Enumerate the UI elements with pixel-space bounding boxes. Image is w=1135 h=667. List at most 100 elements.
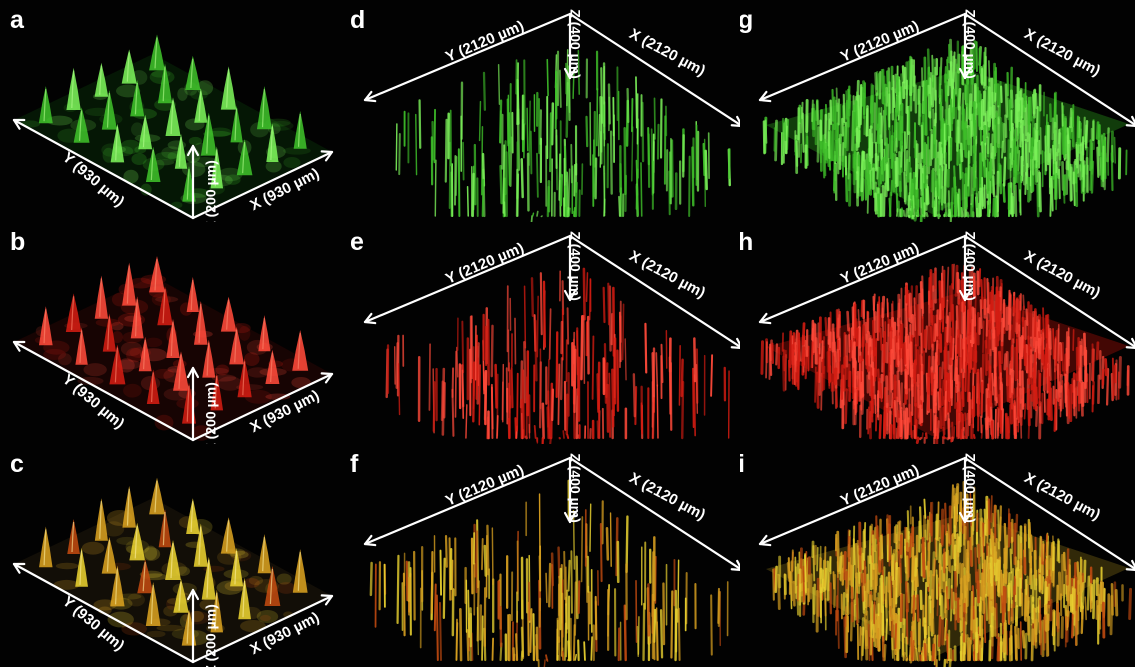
- fluorescent-column: [996, 83, 1000, 108]
- fluorescent-column: [944, 502, 948, 536]
- fluorescent-column: [483, 371, 487, 421]
- fluorescent-column: [583, 641, 586, 661]
- microneedle-cone: [94, 62, 109, 97]
- fluorescent-column: [497, 63, 501, 105]
- fluorescent-column: [905, 581, 909, 613]
- fluorescent-column: [1015, 513, 1019, 533]
- fluorescent-column: [810, 341, 814, 369]
- fluorescent-column: [906, 105, 910, 136]
- fluorescent-column: [1046, 604, 1051, 624]
- fluorescent-column: [952, 337, 955, 360]
- fluorescent-column: [1095, 341, 1100, 361]
- fluorescent-column: [882, 330, 886, 364]
- fluorescent-column: [1056, 540, 1060, 562]
- surface-blotch: [81, 541, 105, 555]
- fluorescent-column: [559, 173, 563, 207]
- fluorescent-column: [941, 379, 945, 406]
- microneedle-cone: [257, 534, 272, 574]
- microneedle-cone: [165, 97, 181, 136]
- fluorescent-column: [1019, 542, 1023, 578]
- fluorescent-column: [998, 116, 1003, 149]
- fluorescent-column: [915, 436, 920, 444]
- fluorescent-column: [937, 615, 942, 648]
- fluorescent-column: [395, 123, 398, 171]
- fluorescent-column: [883, 643, 887, 662]
- cone-highlight: [269, 568, 273, 605]
- panel-c: Y (930 µm) X (930 µm) Z (200 µm) c: [0, 444, 345, 667]
- axes: [758, 12, 1135, 127]
- fluorescent-column: [916, 594, 920, 623]
- fluorescent-column: [967, 165, 971, 197]
- fluorescent-column: [781, 355, 786, 392]
- fluorescent-column: [538, 597, 542, 628]
- y-axis-label: Y (2120 µm): [838, 17, 921, 65]
- fluorescent-column: [895, 342, 900, 366]
- fluorescent-column: [1021, 630, 1026, 649]
- cone-highlight: [178, 581, 182, 611]
- fluorescent-column: [907, 546, 911, 578]
- x-axis: [191, 594, 334, 664]
- fluorescent-column: [369, 561, 373, 597]
- fluorescent-column: [597, 113, 601, 157]
- fluorescent-column: [938, 303, 943, 321]
- microneedle-cone: [94, 275, 109, 319]
- fluorescent-column: [998, 505, 1002, 542]
- fluorescent-column: [895, 567, 900, 598]
- fluorescent-column: [536, 295, 539, 358]
- fluorescent-column: [486, 524, 490, 576]
- fluorescent-column: [957, 193, 960, 217]
- fluorescent-column: [616, 349, 620, 412]
- fluorescent-column: [583, 314, 586, 384]
- fluorescent-column: [1113, 136, 1117, 164]
- fluorescent-column: [921, 646, 924, 661]
- cone-highlight: [214, 592, 218, 631]
- fluorescent-column: [1095, 121, 1100, 140]
- fluorescent-column: [938, 519, 942, 539]
- microneedle-cone: [266, 123, 279, 162]
- fluorescent-column: [987, 106, 992, 128]
- fluorescent-column: [1106, 127, 1110, 163]
- fluorescent-column: [879, 327, 883, 351]
- fluorescent-column: [888, 515, 891, 541]
- microneedle-cone: [202, 339, 216, 378]
- fluorescent-column: [991, 372, 994, 396]
- fluorescent-column: [481, 538, 484, 571]
- fluorescent-column: [895, 208, 899, 217]
- fluorescent-column: [956, 401, 960, 422]
- fluorescent-column: [837, 609, 840, 650]
- fluorescent-column: [418, 99, 422, 149]
- fluorescent-column: [1010, 122, 1014, 141]
- cone-highlight: [71, 521, 75, 553]
- fluorescent-column: [1066, 139, 1070, 171]
- cone-highlight: [115, 568, 118, 605]
- fluorescent-column: [814, 366, 817, 403]
- microneedle-cone: [265, 349, 280, 384]
- fluorescent-column: [621, 303, 625, 361]
- fluorescent-column: [795, 360, 800, 383]
- fluorescent-column: [821, 569, 826, 592]
- fluorescent-column: [945, 619, 949, 639]
- fluorescent-column: [823, 138, 827, 177]
- fluorescent-column: [637, 616, 640, 655]
- fluorescent-column: [516, 372, 519, 432]
- fluorescent-column: [916, 373, 921, 409]
- fluorescent-column: [918, 654, 923, 662]
- panel-i: Y (2120 µm) X (2120 µm) Z (400 µm) i: [740, 444, 1135, 667]
- fluorescent-column: [577, 580, 581, 615]
- fluorescent-column: [439, 549, 443, 596]
- cone-highlight: [71, 70, 75, 109]
- fluorescent-column: [1073, 588, 1076, 626]
- fluorescent-column: [985, 593, 989, 622]
- panel-letter-h: h: [740, 228, 754, 256]
- fluorescent-column: [945, 658, 949, 664]
- surface-blotch: [123, 383, 142, 398]
- z-axis-label: Z (400 µm): [567, 9, 583, 79]
- fluorescent-column: [860, 393, 865, 415]
- fluorescent-column: [619, 315, 622, 369]
- fluorescent-column: [1031, 574, 1035, 602]
- fluorescent-column: [395, 341, 399, 389]
- fluorescent-column: [1044, 135, 1048, 172]
- fluorescent-column: [957, 329, 961, 358]
- fluorescent-column: [549, 112, 552, 173]
- fluorescent-column: [566, 206, 570, 218]
